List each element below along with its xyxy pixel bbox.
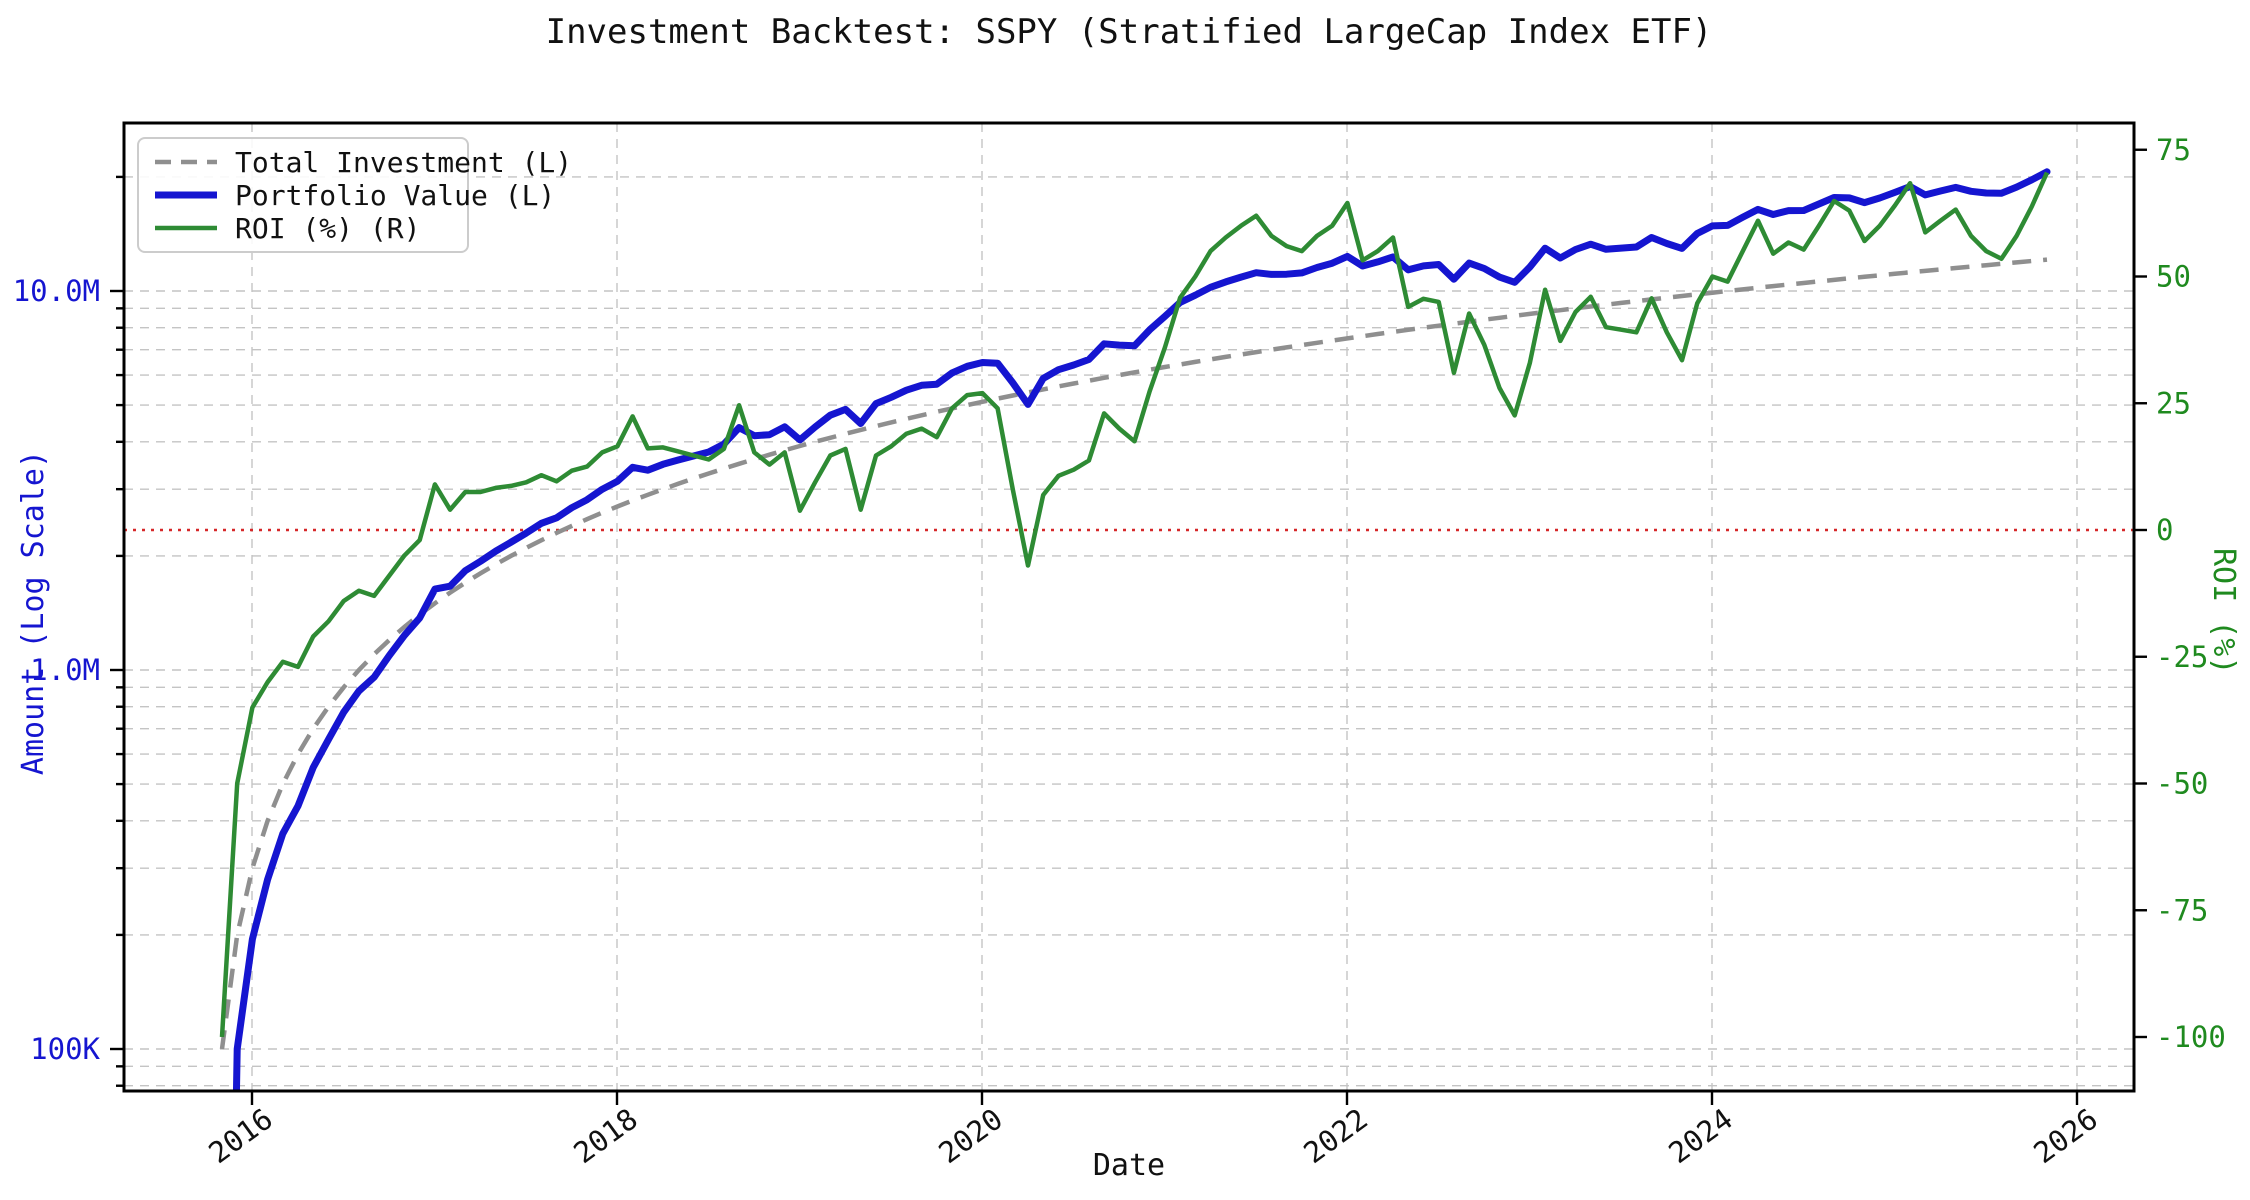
axis-ticks [110,148,2147,1105]
chart-title: Investment Backtest: SSPY (Stratified La… [545,12,1713,52]
y-left-tick-label: 1.0M [30,653,100,687]
dashed-line-swatch-icon [155,159,217,165]
portfolio-value-line [232,168,2051,1091]
legend-item-portfolio-value: Portfolio Value (L) [153,179,555,212]
solid-line-swatch-icon [155,191,217,199]
series-lines [219,168,2051,1091]
legend-label-roi: ROI (%) (R) [235,211,421,245]
total-investment-line [219,257,2048,1050]
legend-box: Total Investment (L) Portfolio Value (L)… [137,137,572,253]
plot-border [122,121,2136,1093]
solid-line-swatch-icon [155,225,217,231]
y-right-tick-label: 50 [2156,260,2191,294]
y-right-tick-label: -75 [2156,893,2208,927]
x-axis-label: Date [1092,1148,1166,1183]
legend-item-total-investment: Total Investment (L) [153,146,572,179]
y-right-tick-label: 0 [2156,513,2173,547]
legend-label-portfolio-value: Portfolio Value (L) [235,178,556,212]
y-axis-left-label: Amount (Log Scale) [16,450,51,776]
legend-item-roi: ROI (%) (R) [153,212,453,245]
y-right-tick-label: -100 [2156,1020,2226,1054]
y-left-tick-label: 10.0M [13,274,100,308]
y-right-tick-label: 25 [2156,386,2191,420]
y-right-tick-label: 75 [2156,133,2191,167]
legend-label-total-investment: Total Investment (L) [235,145,573,179]
y-axis-right-label: ROI (%) [2206,548,2241,675]
roi-line [219,171,2050,1038]
y-left-tick-label: 100K [30,1032,100,1066]
y-right-tick-label: -25 [2156,640,2208,674]
y-right-tick-label: -50 [2156,767,2208,801]
